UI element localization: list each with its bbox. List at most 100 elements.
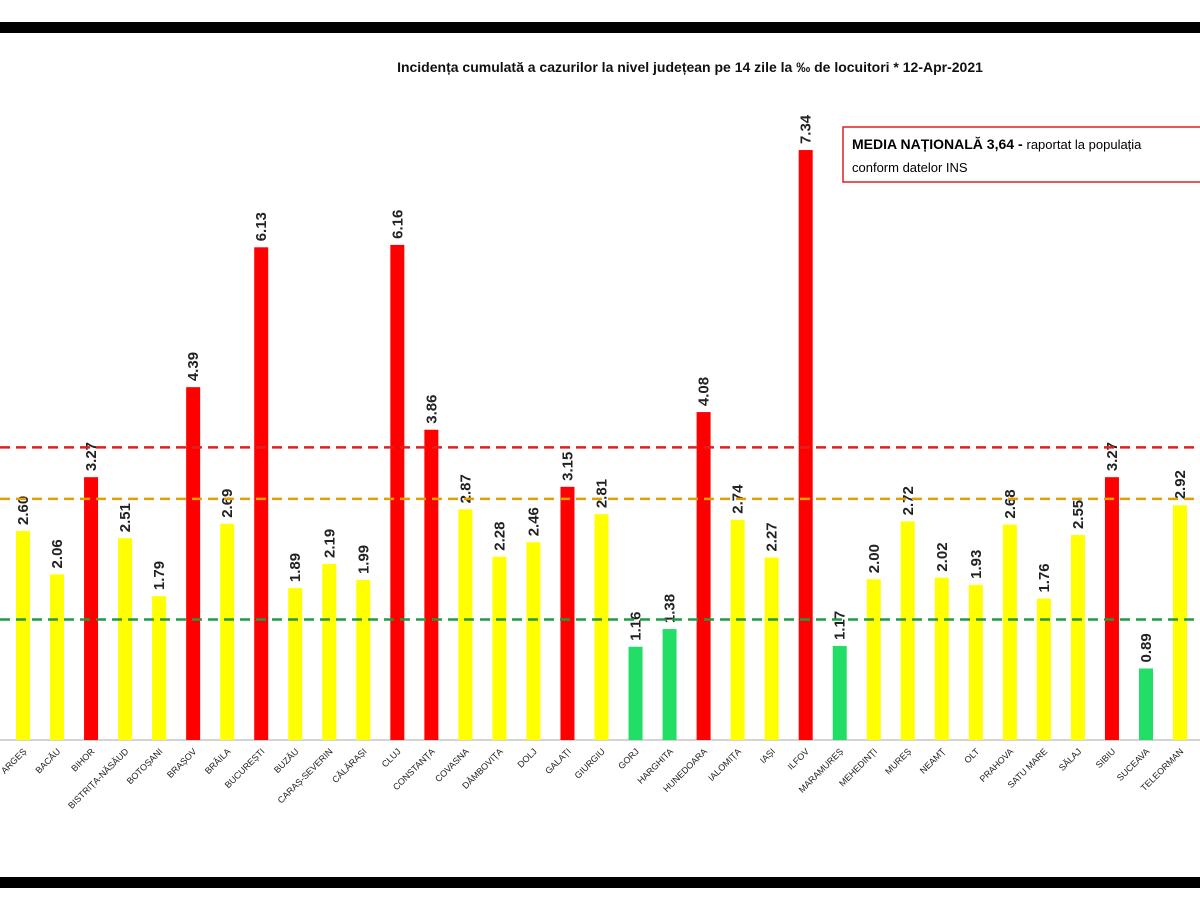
x-tick-label: CLUJ <box>380 746 403 769</box>
bar <box>254 247 269 740</box>
bar <box>968 584 983 740</box>
value-label: 6.16 <box>389 210 406 239</box>
value-label: 2.92 <box>1172 470 1189 499</box>
bar <box>1173 505 1188 740</box>
bar <box>288 588 303 740</box>
x-tick-label: BISTRIȚA-NĂSĂUD <box>66 746 131 811</box>
value-label: 3.27 <box>1104 442 1121 471</box>
x-tick-label: IALOMIȚA <box>706 746 743 783</box>
value-label: 2.28 <box>491 522 508 551</box>
x-tick-label: BRAȘOV <box>165 746 199 780</box>
bar <box>730 519 745 740</box>
value-label: 3.86 <box>423 395 440 424</box>
value-label: 2.51 <box>117 503 134 532</box>
bar <box>832 645 847 740</box>
value-label: 2.81 <box>594 479 611 508</box>
bar <box>220 523 235 740</box>
value-label: 2.27 <box>764 522 781 551</box>
value-label: 2.87 <box>457 474 474 503</box>
note-rest: raportat la populația <box>1027 137 1143 152</box>
bar <box>118 538 133 740</box>
bar <box>1070 535 1085 740</box>
bar <box>696 412 711 740</box>
note-line2: conform datelor INS <box>852 160 968 175</box>
bar <box>186 387 201 740</box>
value-label: 0.89 <box>1138 633 1155 662</box>
x-tick-label: SĂLAJ <box>1057 746 1084 773</box>
bar <box>662 629 677 740</box>
bar <box>356 580 371 740</box>
bar <box>628 646 643 740</box>
x-tick-label: MUREȘ <box>883 746 913 776</box>
chart-title: Incidența cumulată a cazurilor la nivel … <box>397 59 983 75</box>
bar <box>1104 477 1119 740</box>
value-label: 2.02 <box>934 542 951 571</box>
bar <box>390 244 405 740</box>
value-label: 3.15 <box>559 452 576 481</box>
bar <box>560 486 575 740</box>
bar <box>152 596 167 740</box>
value-label: 2.46 <box>525 507 542 536</box>
value-label: 3.27 <box>83 442 100 471</box>
x-tick-label: BUZĂU <box>272 746 301 775</box>
bottom-border <box>0 877 1200 888</box>
x-tick-label: CĂLĂRAȘI <box>330 746 369 785</box>
value-label: 1.17 <box>832 611 849 640</box>
bar <box>1002 524 1017 740</box>
x-tick-label: GALAȚI <box>543 746 573 776</box>
bar <box>492 556 507 740</box>
bar <box>594 514 609 740</box>
value-label: 2.55 <box>1070 500 1087 529</box>
value-label: 6.13 <box>253 212 270 241</box>
bar <box>16 531 30 740</box>
value-label: 1.79 <box>151 561 168 590</box>
x-tick-label: BOTOȘANI <box>125 746 165 786</box>
bar <box>458 509 473 740</box>
bar <box>866 579 881 740</box>
bar <box>934 577 949 740</box>
value-label: 2.19 <box>321 529 338 558</box>
bar <box>50 574 65 740</box>
x-tick-label: GIURGIU <box>573 746 607 780</box>
note-box <box>842 126 1200 183</box>
value-label: 1.38 <box>662 594 679 623</box>
x-tick-label: NEAMȚ <box>918 746 948 776</box>
value-label: 1.76 <box>1036 563 1053 592</box>
x-tick-label: DOLJ <box>516 746 539 769</box>
note: MEDIA NAȚIONALĂ 3,64 - raportat la popul… <box>852 136 1142 152</box>
value-label: 4.39 <box>185 352 202 381</box>
bar <box>1138 668 1153 740</box>
bar <box>900 521 915 740</box>
bar <box>764 557 779 740</box>
value-label: 2.00 <box>866 544 883 573</box>
bar <box>322 563 337 740</box>
value-label: 2.60 <box>15 496 32 525</box>
top-border <box>0 22 1200 33</box>
x-tick-label: BIHOR <box>69 746 97 774</box>
value-label: 1.16 <box>628 612 645 641</box>
bar <box>1036 598 1051 740</box>
value-label: 1.93 <box>968 550 985 579</box>
value-label: 1.99 <box>355 545 372 574</box>
value-label: 2.72 <box>900 486 917 515</box>
bar <box>84 477 99 740</box>
x-tick-label: ARGEȘ <box>0 746 28 775</box>
bar <box>424 429 439 740</box>
x-tick-label: IAȘI <box>758 746 777 765</box>
bar <box>798 150 813 741</box>
x-tick-label: BACĂU <box>33 746 62 775</box>
x-tick-label: GORJ <box>616 746 641 771</box>
value-label: 2.68 <box>1002 489 1019 518</box>
x-tick-label: SIBIU <box>1094 746 1118 770</box>
note-bold: MEDIA NAȚIONALĂ 3,64 - <box>852 136 1023 152</box>
bar <box>526 542 541 740</box>
value-label: 2.69 <box>219 489 236 518</box>
x-tick-label: ILFOV <box>786 746 811 771</box>
x-tick-label: OLT <box>962 746 981 765</box>
value-label: 2.06 <box>49 539 66 568</box>
value-label: 4.08 <box>696 377 713 406</box>
x-tick-label: BRĂILA <box>203 746 233 776</box>
value-label: 1.89 <box>287 553 304 582</box>
value-label: 7.34 <box>798 114 815 144</box>
